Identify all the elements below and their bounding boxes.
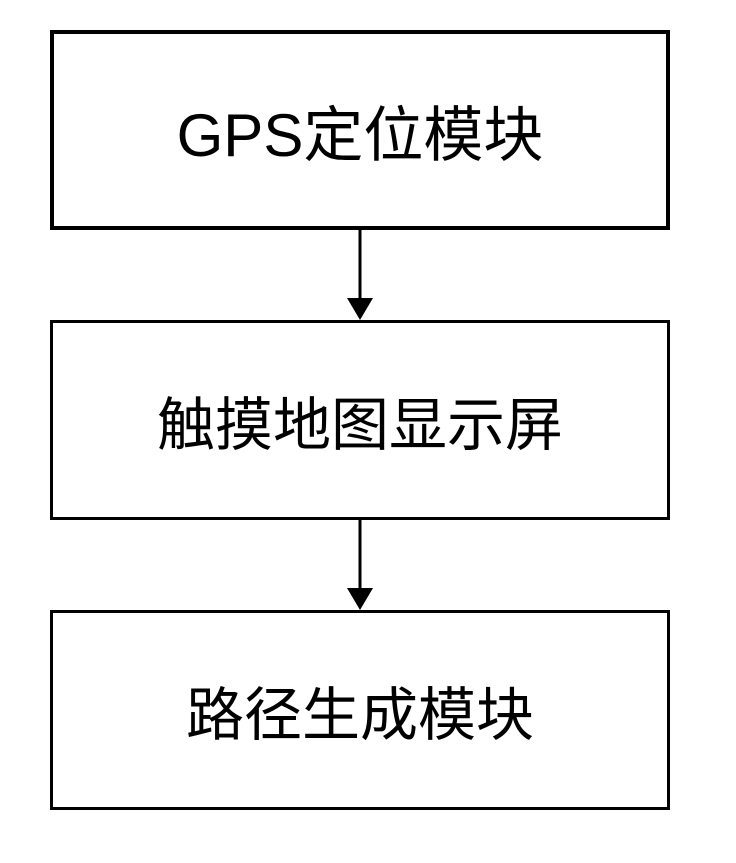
flowchart-node-path: 路径生成模块 — [50, 610, 670, 810]
arrow-head-icon — [347, 588, 373, 610]
flowchart-node-label: 触摸地图显示屏 — [157, 378, 563, 462]
flowchart-node-label: 路径生成模块 — [186, 668, 534, 752]
flowchart-node-touch: 触摸地图显示屏 — [50, 320, 670, 520]
flowchart-node-label: GPS定位模块 — [177, 87, 544, 174]
arrow-head-icon — [347, 298, 373, 320]
flowchart-arrow-gps-to-touch — [340, 230, 380, 320]
flowchart-arrow-touch-to-path — [340, 520, 380, 610]
flowchart-node-gps: GPS定位模块 — [50, 30, 670, 230]
